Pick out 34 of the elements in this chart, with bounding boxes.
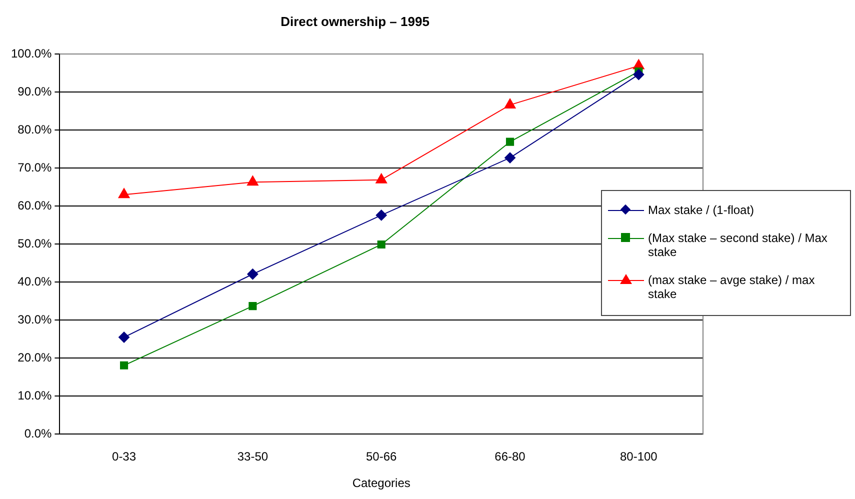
x-tick-label: 66-80 bbox=[494, 450, 526, 464]
point bbox=[247, 268, 258, 280]
y-tick-label: 30.0% bbox=[18, 312, 52, 326]
point bbox=[118, 188, 130, 198]
y-tick-label: 90.0% bbox=[18, 84, 52, 98]
point bbox=[506, 138, 514, 146]
y-tick-label: 10.0% bbox=[18, 388, 52, 402]
point bbox=[248, 302, 257, 310]
x-tick-label: 0-33 bbox=[112, 450, 136, 464]
y-tick-label: 60.0% bbox=[18, 198, 52, 212]
chart-title: Direct ownership – 1995 bbox=[280, 14, 430, 29]
legend-label: Max stake / (1-float) bbox=[648, 203, 754, 217]
point bbox=[118, 332, 130, 343]
point bbox=[633, 69, 644, 80]
point bbox=[376, 210, 387, 221]
legend-label: (max stake – avge stake) / max stake bbox=[648, 273, 816, 301]
legend-label: (Max stake – second stake) / Max stake bbox=[648, 231, 828, 259]
y-tick-label: 70.0% bbox=[18, 160, 52, 174]
y-tick-label: 50.0% bbox=[18, 236, 52, 250]
point bbox=[504, 98, 516, 108]
point bbox=[246, 176, 258, 186]
y-tick-label: 0.0% bbox=[24, 426, 52, 441]
point bbox=[377, 240, 386, 249]
y-tick-label: 100.0% bbox=[10, 46, 52, 60]
y-tick-label: 80.0% bbox=[18, 122, 52, 136]
x-tick-label: 33-50 bbox=[237, 450, 268, 464]
point bbox=[376, 173, 388, 184]
x-axis-title: Categories bbox=[352, 476, 410, 490]
x-tick-label: 80-100 bbox=[620, 450, 658, 464]
y-tick-label: 40.0% bbox=[18, 274, 52, 288]
x-tick-label: 50-66 bbox=[366, 450, 398, 464]
point bbox=[504, 152, 516, 164]
y-tick-label: 20.0% bbox=[18, 350, 52, 364]
point bbox=[120, 361, 128, 370]
